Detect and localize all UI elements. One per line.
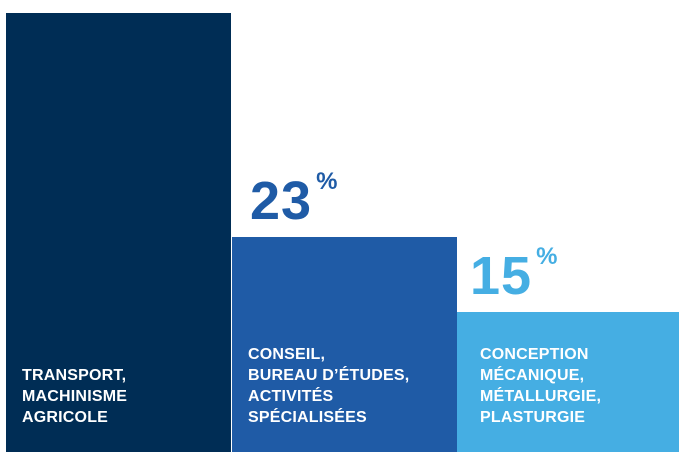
bar-3 (457, 311, 679, 452)
value-unit: % (536, 242, 558, 270)
category-label-2: CONSEIL, BUREAU D’ÉTUDES, ACTIVITÉS SPÉC… (248, 346, 410, 426)
value-label-2: 23% (250, 170, 337, 232)
category-label-1: TRANSPORT, MACHINISME AGRICOLE (22, 367, 128, 426)
category-label-3: CONCEPTION MÉCANIQUE, MÉTALLURGIE, PLAST… (480, 346, 602, 426)
bar-1 (6, 13, 231, 452)
value-unit: % (316, 168, 338, 196)
value-number: 23 (250, 171, 313, 232)
value-number: 15 (470, 245, 533, 306)
bar-2 (232, 237, 457, 452)
value-label-3: 15% (470, 244, 557, 306)
